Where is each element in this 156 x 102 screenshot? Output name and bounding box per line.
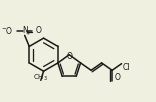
Text: Cl: Cl bbox=[122, 63, 130, 72]
Text: O: O bbox=[115, 73, 120, 82]
Text: N: N bbox=[22, 26, 28, 35]
Text: CH$_3$: CH$_3$ bbox=[33, 73, 48, 83]
Text: $^{-}$O: $^{-}$O bbox=[1, 25, 14, 36]
Text: O: O bbox=[66, 52, 72, 61]
Text: +: + bbox=[26, 31, 30, 36]
Text: O: O bbox=[36, 26, 41, 35]
